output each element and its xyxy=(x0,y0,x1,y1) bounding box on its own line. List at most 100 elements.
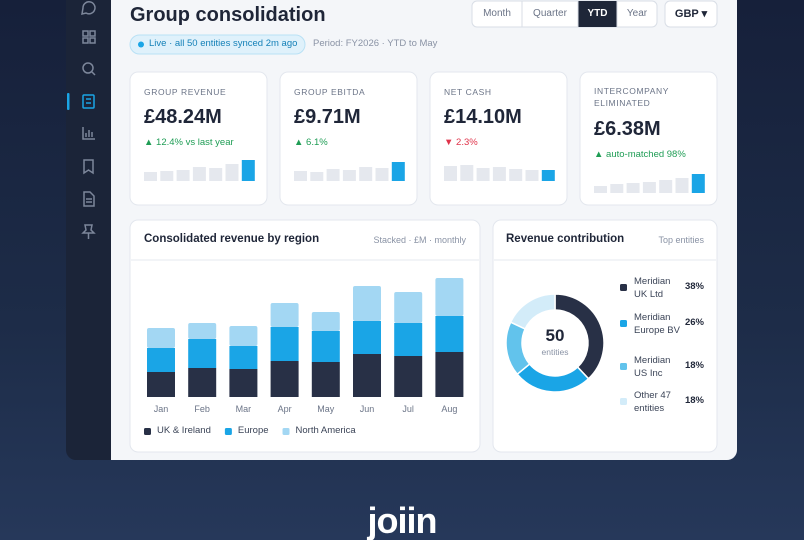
period-active-bg xyxy=(578,1,617,27)
legend-swatch xyxy=(620,284,627,291)
icon-grid[interactable] xyxy=(82,30,89,37)
legend-swatch xyxy=(620,320,627,327)
kpi-value: £14.10M xyxy=(444,106,522,128)
kpi-value: £9.71M xyxy=(294,106,361,128)
sparkline-bar xyxy=(225,164,239,181)
brand-logo: joiin xyxy=(367,500,438,540)
legend-swatch xyxy=(620,398,627,405)
icon-doc[interactable] xyxy=(83,191,95,207)
period-option[interactable]: Year xyxy=(626,8,648,19)
kpi-value: £6.38M xyxy=(594,118,661,140)
legend-label: Meridian UK Ltd xyxy=(634,276,671,301)
sparkline-bar xyxy=(610,184,624,193)
sparkline-bar xyxy=(642,182,656,193)
x-tick-label: Jun xyxy=(359,404,375,414)
legend-label: Meridian US Inc xyxy=(634,355,671,380)
legend-swatch xyxy=(282,428,290,435)
chart-title: Consolidated revenue by region xyxy=(144,233,320,245)
sparkline-bar xyxy=(375,168,389,181)
bar-segment xyxy=(394,292,423,323)
page-title: Group consolidation xyxy=(130,4,326,26)
period-option[interactable]: Quarter xyxy=(533,8,567,19)
donut-center-label: entities xyxy=(541,347,569,357)
bar-segment xyxy=(188,323,217,339)
sidebar xyxy=(66,0,126,460)
sparkline-bar xyxy=(192,167,206,181)
bar-segment xyxy=(270,303,299,327)
bar-segment xyxy=(311,362,340,397)
bar-segment xyxy=(311,331,340,362)
sparkline-bar xyxy=(626,183,640,193)
legend-label: Europe xyxy=(237,425,269,436)
sparkline-bar xyxy=(444,166,457,181)
icon-chart[interactable] xyxy=(82,127,95,140)
chart-title: Revenue contribution xyxy=(506,233,625,245)
x-tick-label: May xyxy=(317,404,335,414)
kpi-delta: ▲ 12.4% vs last year xyxy=(144,137,234,148)
icon-search[interactable] xyxy=(82,62,94,74)
kpi-delta: ▲ auto-matched 98% xyxy=(594,149,686,160)
sparkline-bar xyxy=(209,168,223,181)
legend-swatch xyxy=(224,428,232,435)
sparkline-bar xyxy=(294,171,307,181)
icon-chat[interactable] xyxy=(81,1,96,16)
icon-ledger[interactable] xyxy=(82,94,95,109)
currency[interactable]: GBP ▾ xyxy=(674,8,708,20)
period-option[interactable]: YTD xyxy=(587,8,608,19)
bar-segment xyxy=(147,328,175,348)
sparkline-bar xyxy=(492,167,506,181)
kpi-card xyxy=(579,71,718,206)
kpi-delta: ▲ 6.1% xyxy=(294,137,328,148)
legend-label: Other 47 entities xyxy=(634,390,671,415)
bar-segment xyxy=(147,348,175,372)
sidebar-active-indicator xyxy=(67,93,70,110)
x-tick-label: Jul xyxy=(402,404,414,414)
currency-button[interactable] xyxy=(664,0,718,28)
sparkline-bar xyxy=(241,160,255,181)
bar-segment xyxy=(311,312,340,331)
bar-segment xyxy=(353,321,381,354)
value-label: 38% xyxy=(684,281,704,292)
icon-bookmark[interactable] xyxy=(83,159,94,175)
kpi-label: GROUP EBITDA xyxy=(294,87,366,97)
sparkline-bar xyxy=(326,169,340,181)
bar-segment xyxy=(270,327,299,361)
sparkline-bar xyxy=(476,168,490,181)
period-option[interactable]: Month xyxy=(483,8,511,19)
bar-segment xyxy=(229,346,258,369)
bar-segment xyxy=(353,286,381,321)
sparkline-bar xyxy=(541,170,555,181)
sparkline-bar xyxy=(144,172,157,181)
x-tick-label: Feb xyxy=(194,404,210,414)
bar-segment xyxy=(147,372,175,397)
x-tick-label: Aug xyxy=(441,404,458,414)
x-tick-label: Apr xyxy=(277,404,292,414)
sparkline-bar xyxy=(359,167,373,181)
live-dot xyxy=(138,41,144,48)
sparkline-bar xyxy=(310,172,324,181)
kpi-label: INTERCOMPANY ELIMINATED xyxy=(594,86,669,108)
bar-segment xyxy=(394,323,423,356)
bar-segment xyxy=(435,352,464,397)
kpi-delta: ▼ 2.3% xyxy=(444,137,478,148)
bar-segment xyxy=(229,369,258,397)
bar-segment xyxy=(188,339,217,368)
bar-segment xyxy=(394,356,423,397)
bar-segment xyxy=(229,326,258,346)
donut-segment xyxy=(509,293,556,330)
sidebar-icons xyxy=(81,1,96,239)
value-label: 18% xyxy=(684,360,704,371)
kpi-label: NET CASH xyxy=(444,87,492,97)
chart-card xyxy=(129,219,481,453)
sparkline-bar xyxy=(460,165,474,181)
legend-label: Meridian Europe BV xyxy=(634,312,680,337)
chart-card xyxy=(492,219,718,453)
kpi-value: £48.24M xyxy=(144,106,222,128)
bar-segment xyxy=(435,316,464,352)
kpi-label: GROUP REVENUE xyxy=(144,87,227,97)
icon-pin[interactable] xyxy=(81,224,96,239)
sparkline-bar xyxy=(594,186,607,193)
sparkline-bar xyxy=(342,170,356,181)
